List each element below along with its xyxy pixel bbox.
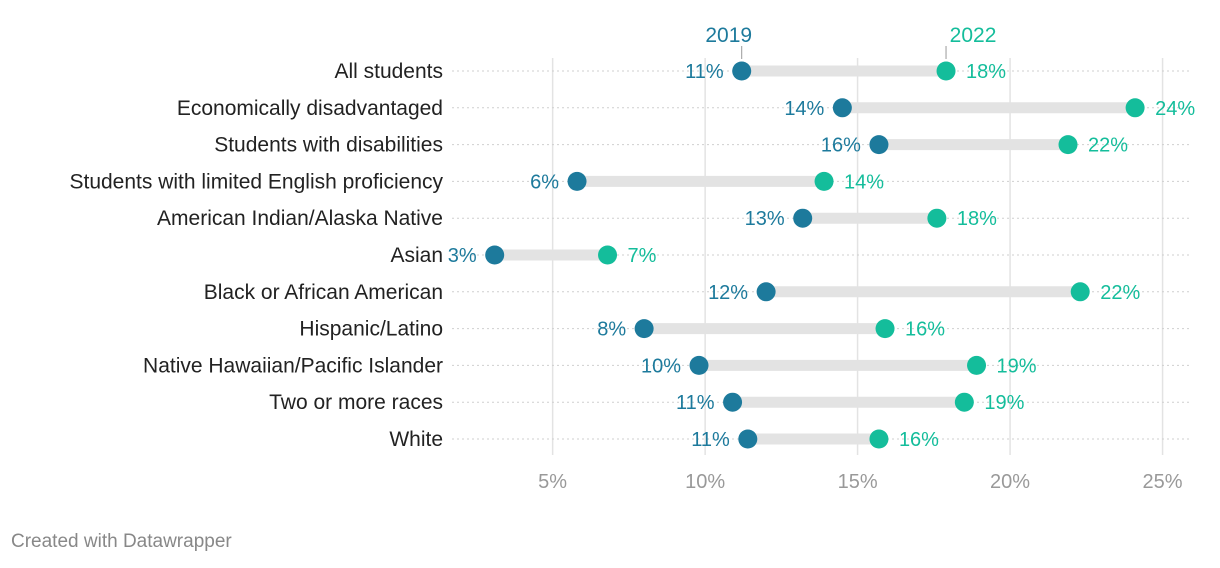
dot-2019-american-indian-alaska-native xyxy=(793,208,813,228)
value-label-2019-hispanic-latino: 8% xyxy=(597,319,626,341)
credit-text: Created with Datawrapper xyxy=(11,531,232,552)
dot-2022-students-with-disabilities xyxy=(1058,135,1078,155)
value-label-2022-students-with-disabilities: 22% xyxy=(1088,135,1128,157)
x-tick-label-5: 5% xyxy=(538,471,567,493)
value-label-2022-economically-disadvantaged: 24% xyxy=(1155,98,1195,120)
value-label-2019-students-with-limited-english-proficiency: 6% xyxy=(530,171,559,193)
dot-2019-hispanic-latino xyxy=(634,319,654,339)
category-label-american-indian-alaska-native: American Indian/Alaska Native xyxy=(157,207,443,230)
dot-2022-students-with-limited-english-proficiency xyxy=(814,171,834,191)
value-label-2022-students-with-limited-english-proficiency: 14% xyxy=(844,171,884,193)
dot-2022-native-hawaiian-pacific-islander xyxy=(967,355,987,375)
category-label-asian: Asian xyxy=(390,244,443,267)
data-dots xyxy=(485,61,1145,449)
dot-2022-all-students xyxy=(936,61,956,81)
dot-2019-students-with-disabilities xyxy=(869,135,889,155)
dot-2022-asian xyxy=(598,245,618,265)
value-label-2019-students-with-disabilities: 16% xyxy=(821,135,861,157)
dot-2019-native-hawaiian-pacific-islander xyxy=(689,355,709,375)
x-axis-ticks: 5% 10% 15% 20% 25% xyxy=(538,471,1183,493)
category-label-white: White xyxy=(389,428,443,451)
value-label-2019-native-hawaiian-pacific-islander: 10% xyxy=(641,355,681,377)
dot-2019-students-with-limited-english-proficiency xyxy=(567,171,587,191)
dot-2022-hispanic-latino xyxy=(875,319,895,339)
dot-2019-economically-disadvantaged xyxy=(832,98,852,118)
value-label-2022-native-hawaiian-pacific-islander: 19% xyxy=(997,355,1037,377)
dot-2022-white xyxy=(869,429,889,449)
category-label-black-or-african-american: Black or African American xyxy=(204,281,443,304)
dot-2022-two-or-more-races xyxy=(954,392,974,412)
value-label-2019-all-students: 11% xyxy=(685,61,724,83)
value-label-2022-all-students: 18% xyxy=(966,61,1006,83)
legend-label-2022: 2022 xyxy=(950,24,997,47)
value-label-2019-white: 11% xyxy=(691,429,730,451)
value-label-2022-asian: 7% xyxy=(628,245,657,267)
x-tick-label-15: 15% xyxy=(838,471,878,493)
value-labels: 11% 18% 14% 24% 16% 22% 6% 14% 13% 18% 3% 7% 12% 22% 8… xyxy=(448,61,1196,451)
value-label-2022-two-or-more-races: 19% xyxy=(984,392,1024,414)
legend-label-2019: 2019 xyxy=(705,24,752,47)
dot-2019-two-or-more-races xyxy=(723,392,743,412)
category-labels: All students Economically disadvantaged St… xyxy=(69,60,443,451)
dot-2022-american-indian-alaska-native xyxy=(927,208,947,228)
value-label-2022-hispanic-latino: 16% xyxy=(905,319,945,341)
x-tick-label-10: 10% xyxy=(685,471,725,493)
value-label-2019-black-or-african-american: 12% xyxy=(708,282,748,304)
value-label-2019-economically-disadvantaged: 14% xyxy=(784,98,824,120)
dot-2022-economically-disadvantaged xyxy=(1125,98,1145,118)
gridlines xyxy=(551,58,1164,455)
category-label-students-with-disabilities: Students with disabilities xyxy=(214,134,443,157)
value-label-2019-asian: 3% xyxy=(448,245,477,267)
legend: 2019 2022 xyxy=(705,24,996,59)
value-label-2022-american-indian-alaska-native: 18% xyxy=(957,208,997,230)
dot-2019-white xyxy=(738,429,758,449)
category-label-students-with-limited-english-proficiency: Students with limited English proficienc… xyxy=(69,170,443,193)
x-tick-label-25: 25% xyxy=(1143,471,1183,493)
value-label-2022-black-or-african-american: 22% xyxy=(1100,282,1140,304)
dot-2022-black-or-african-american xyxy=(1070,282,1090,302)
category-label-native-hawaiian-pacific-islander: Native Hawaiian/Pacific Islander xyxy=(143,354,443,377)
category-label-hispanic-latino: Hispanic/Latino xyxy=(299,318,443,341)
range-connectors xyxy=(494,65,1136,445)
value-label-2019-american-indian-alaska-native: 13% xyxy=(745,208,785,230)
dot-2019-asian xyxy=(485,245,505,265)
value-label-2019-two-or-more-races: 11% xyxy=(676,392,715,414)
x-tick-label-20: 20% xyxy=(990,471,1030,493)
value-label-2022-white: 16% xyxy=(899,429,939,451)
dot-2019-all-students xyxy=(732,61,752,81)
category-label-two-or-more-races: Two or more races xyxy=(269,391,443,414)
dot-2019-black-or-african-american xyxy=(756,282,776,302)
category-label-economically-disadvantaged: Economically disadvantaged xyxy=(177,97,443,120)
category-label-all-students: All students xyxy=(334,60,443,83)
